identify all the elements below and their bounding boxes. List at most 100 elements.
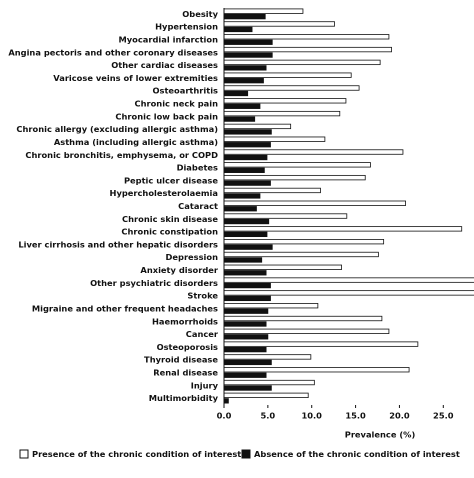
bar (224, 257, 263, 263)
legend-label: Presence of the chronic condition of int… (32, 449, 241, 459)
bar (224, 264, 342, 270)
y-tick-label: Stroke (187, 291, 218, 301)
bar (224, 372, 267, 378)
x-tick-label: 0.0 (217, 411, 232, 421)
bar (224, 341, 419, 347)
x-tick-label: 15.0 (345, 411, 366, 421)
plot-area (224, 8, 474, 404)
y-tick-label: Osteoarthritis (152, 86, 218, 96)
y-tick-label: Myocardial infarction (119, 35, 219, 45)
legend-swatch (19, 449, 29, 459)
bar (224, 270, 267, 276)
bar (224, 359, 272, 366)
y-tick-label: Peptic ulcer disease (124, 175, 218, 185)
y-tick-label: Other cardiac diseases (111, 60, 218, 70)
bar (224, 303, 319, 309)
bar (224, 21, 335, 27)
bar (224, 206, 257, 212)
y-tick-label: Chronic low back pain (115, 111, 218, 121)
bar (224, 334, 269, 340)
bar (224, 149, 404, 155)
bar (224, 244, 273, 250)
bar (224, 8, 304, 14)
bar (224, 367, 410, 373)
y-tick-label: Renal disease (153, 367, 218, 377)
bar (224, 103, 261, 109)
bar (224, 315, 383, 322)
bar (224, 379, 315, 386)
y-tick-label: Chronic neck pain (135, 99, 219, 109)
bar (224, 218, 270, 225)
y-tick-label: Injury (191, 380, 219, 390)
bar (224, 116, 256, 122)
y-tick-label: Hypercholesterolaemia (110, 188, 219, 198)
bar (224, 200, 406, 206)
bar (224, 193, 261, 199)
bar (224, 321, 267, 327)
bar (224, 213, 348, 219)
y-tick-label: Varicose veins of lower extremities (53, 73, 218, 83)
legend-swatch (241, 449, 251, 459)
y-tick-label: Thyroid disease (144, 355, 218, 365)
bar (224, 72, 352, 78)
y-tick-label: Haemorrhoids (152, 316, 218, 326)
bar (224, 180, 271, 186)
bar (224, 34, 390, 40)
bar (224, 98, 347, 104)
bar (224, 123, 292, 130)
x-tick-label: 20.0 (389, 411, 410, 421)
bar (224, 187, 321, 194)
y-tick-label: Angina pectoris and other coronary disea… (8, 47, 218, 57)
bar (224, 110, 341, 117)
y-tick-label: Cataract (178, 201, 218, 211)
bar (224, 174, 366, 181)
bar (224, 346, 267, 353)
bar (224, 65, 267, 71)
y-tick-label: Osteoporosis (157, 342, 218, 352)
bar (224, 46, 392, 53)
x-axis-label: Prevalence (%) (345, 430, 416, 440)
bar (224, 59, 381, 66)
bar (224, 14, 266, 20)
bar (224, 231, 268, 238)
bar (224, 290, 474, 296)
bar (224, 295, 271, 302)
x-tick-label: 10.0 (301, 411, 322, 421)
bar (224, 167, 265, 173)
y-tick-label: Chronic allergy (excluding allergic asth… (16, 124, 218, 134)
bar (224, 385, 272, 391)
y-tick-label: Chronic constipation (121, 227, 218, 237)
bar (224, 26, 253, 33)
bar (224, 154, 268, 161)
x-tick-label: 25.0 (433, 411, 454, 421)
bar (224, 354, 312, 360)
bar (224, 398, 229, 404)
y-tick-label: Chronic skin disease (122, 214, 218, 224)
y-tick-label: Hypertension (155, 22, 218, 32)
bar (224, 162, 371, 168)
y-tick-label: Asthma (including allergic asthma) (54, 137, 218, 147)
bar (224, 392, 309, 398)
y-tick-label: Diabetes (177, 163, 218, 173)
bar (224, 52, 273, 58)
bar (224, 78, 264, 84)
bar (224, 129, 272, 135)
y-tick-label: Migraine and other frequent headaches (32, 303, 218, 313)
bar (224, 90, 249, 97)
y-tick-label: Anxiety disorder (140, 265, 218, 275)
bar (224, 39, 273, 45)
bar (224, 251, 379, 258)
y-tick-label: Chronic bronchitis, emphysema, or COPD (25, 150, 218, 160)
y-tick-label: Obesity (182, 9, 218, 19)
bar (224, 308, 269, 314)
bar (224, 282, 271, 289)
bar (224, 142, 271, 148)
bar (224, 226, 463, 232)
legend-label: Absence of the chronic condition of inte… (254, 449, 460, 459)
y-tick-label: Other psychiatric disorders (90, 278, 218, 288)
x-tick-label: 5.0 (261, 411, 276, 421)
bar (224, 85, 360, 91)
bar (224, 277, 474, 283)
bar (224, 239, 385, 245)
